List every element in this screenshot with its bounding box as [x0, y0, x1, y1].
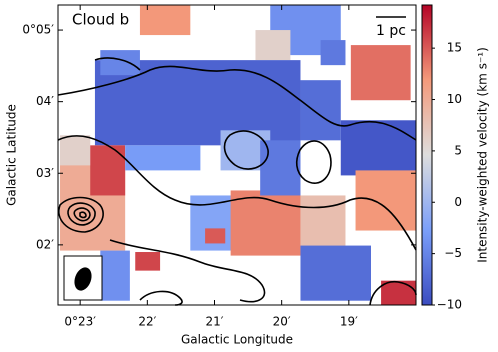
colorbar-tick-label: 5 [454, 143, 462, 157]
colorbar-tick-label: −5 [444, 246, 462, 260]
y-axis-label: Galactic Latitude [5, 104, 19, 206]
colorbar-tick-label: 0 [454, 195, 462, 209]
x-tick-label: 19′ [340, 315, 358, 329]
velocity-patch [300, 80, 341, 141]
velocity-patch [350, 45, 411, 101]
velocity-patch [255, 30, 291, 61]
x-axis-label: Galactic Longitude [181, 333, 293, 347]
colorbar [421, 4, 433, 306]
x-tick-label: 20′ [273, 315, 291, 329]
velocity-patch [355, 170, 416, 231]
plot-frame [57, 4, 417, 306]
velocity-patch [381, 280, 416, 305]
velocity-patch [60, 135, 91, 171]
velocity-patch [90, 145, 126, 196]
velocity-patch [300, 245, 371, 301]
y-tick-label: 02′ [36, 237, 54, 251]
colorbar-tick-label: −10 [437, 298, 462, 312]
colorbar-label: Intensity-weighted velocity (km s⁻¹) [476, 47, 490, 263]
chart-title: Cloud b [72, 11, 129, 29]
velocity-patch [340, 120, 416, 176]
x-tick-label: 21′ [205, 315, 223, 329]
colorbar-tick-label: 10 [447, 92, 462, 106]
velocity-patch [135, 252, 161, 271]
velocity-patch [205, 228, 226, 244]
velocity-patch [100, 50, 140, 76]
velocity-patch [260, 140, 301, 196]
velocity-patch [125, 145, 201, 171]
y-tick-label: 03′ [36, 166, 54, 180]
velocity-patch [320, 40, 346, 66]
velocity-patch [100, 250, 130, 301]
colorbar-tick-label: 15 [447, 41, 462, 55]
beam [74, 267, 92, 291]
contours [57, 57, 417, 306]
scale-bar-label: 1 pc [376, 23, 406, 39]
velocity-patch [139, 5, 191, 36]
map-layer [60, 5, 416, 305]
y-tick-label: 0°05′ [22, 23, 54, 37]
x-tick-label: 22′ [138, 315, 156, 329]
x-tick-label: 0°23′ [64, 315, 96, 329]
velocity-patch [230, 190, 301, 256]
y-tick-label: 04′ [36, 94, 54, 108]
